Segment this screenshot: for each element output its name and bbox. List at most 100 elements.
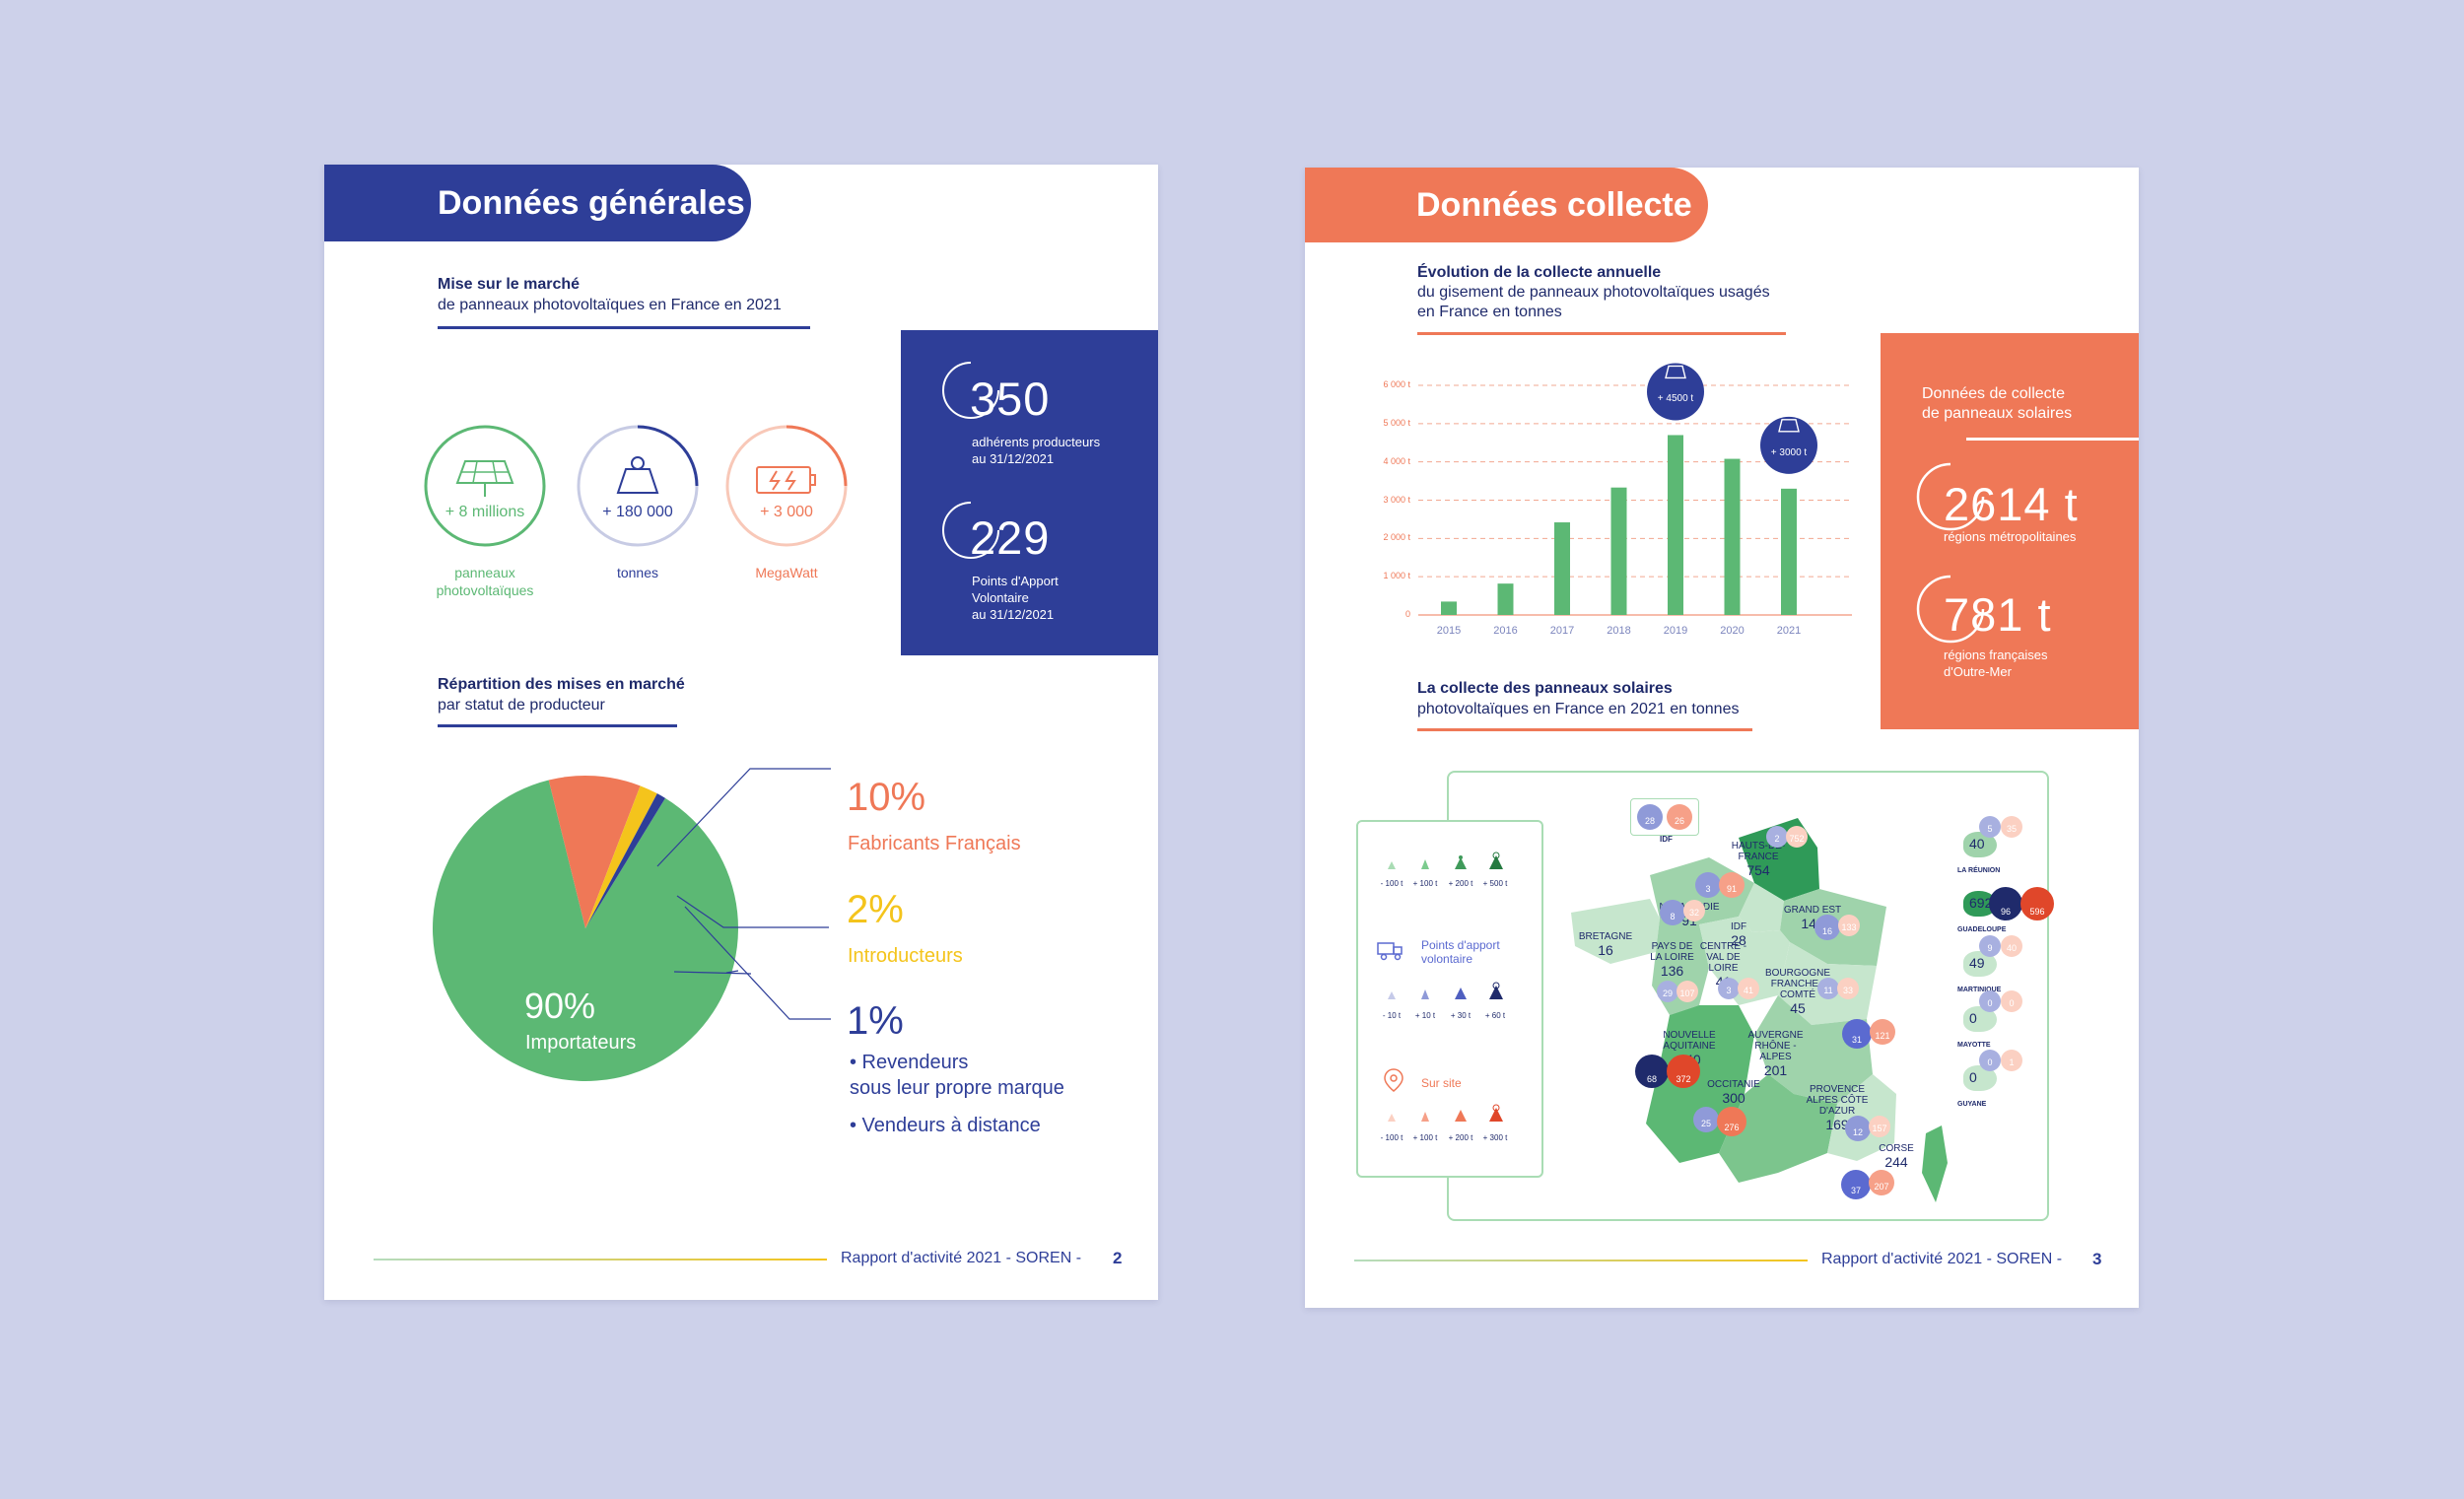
leader-line-fabricants (656, 768, 831, 867)
heading-underline (438, 724, 677, 727)
collecte-heading: La collecte des panneaux solaires photov… (1417, 678, 1851, 719)
overseas-name: GUYANE (1957, 1101, 1987, 1108)
label-revendeurs: • Revendeurs sous leur propre marque (850, 1050, 1064, 1101)
region-label-paca: PROVENCE ALPES CÔTE D'AZUR 169 (1803, 1084, 1872, 1132)
pav-bubble: 3 (1695, 872, 1721, 898)
solar-label: panneaux photovoltaïques (413, 564, 557, 599)
region-value: 169 (1825, 1117, 1849, 1132)
weight-label: tonnes (616, 565, 659, 580)
battery-label: MegaWatt (755, 565, 818, 580)
overseas-value: 0 (1969, 1010, 1977, 1026)
region-name: BOURGOGNE FRANCHE - COMTÉ (1764, 968, 1831, 1000)
region-occitanie (1719, 1074, 1837, 1183)
pav-bubble: 31 (1842, 1019, 1872, 1049)
overseas-name: MAYOTTE (1957, 1042, 1991, 1049)
truck-icon (1377, 942, 1403, 961)
adherents-text: adhérents producteurs au 31/12/2021 (972, 434, 1100, 467)
legend-site-3: + 200 t (1448, 1133, 1473, 1142)
box-heading: Données de collecte de panneaux solaires (1922, 384, 2072, 424)
legend-pav-title: Points d'apport volontaire (1421, 938, 1500, 966)
weight-icon (1778, 419, 1800, 433)
y-tick-label: 1 000 t (1383, 571, 1410, 581)
region-value: 28 (1731, 932, 1746, 948)
region-auvergne (1754, 995, 1873, 1104)
legend-site-4: + 300 t (1482, 1133, 1508, 1142)
overseas-value: 692 (1969, 895, 1993, 911)
heading-underline (438, 326, 810, 329)
battery-circle (725, 425, 848, 547)
overseas-pav-bubble: 9 (1979, 935, 2001, 957)
bar-chart: 0 1 000 t 2 000 t 3 000 t 4 000 t 5 000 t 6 00… (1305, 168, 2139, 660)
adherents-box: 350 adhérents producteurs au 31/12/2021 … (901, 330, 1158, 655)
region-name: BRETAGNE (1578, 931, 1633, 942)
annotation-label: + 3000 t (1770, 446, 1808, 458)
pav-bubble: 68 (1635, 1055, 1669, 1088)
y-tick-label: 2 000 t (1383, 532, 1410, 543)
footer-line (1354, 1260, 1808, 1261)
outremer-number: 781 t (1944, 588, 2052, 641)
stat-arc-icon (1916, 462, 1985, 531)
bar-2018 (1610, 487, 1627, 615)
legend-site-2: + 100 t (1412, 1133, 1438, 1142)
pav-bubble: 11 (1817, 978, 1839, 999)
x-tick-label: 2016 (1493, 625, 1518, 637)
legend-site-title: Sur site (1421, 1076, 1462, 1090)
overseas-site-bubble: 1 (2001, 1050, 2022, 1071)
heading-underline (1417, 728, 1752, 731)
bar-2015 (1441, 601, 1457, 615)
location-pin-icon (1384, 1068, 1403, 1092)
market-heading-light: de panneaux photovoltaïques en France en… (438, 297, 782, 313)
overseas-pav-bubble: 0 (1979, 1050, 2001, 1071)
collecte-box: Données de collecte de panneaux solaires… (1881, 333, 2139, 729)
pie-slice-fabricants (548, 775, 641, 928)
pav-bubble: 2 (1766, 826, 1788, 848)
region-value: 16 (1598, 942, 1613, 958)
weight-value: + 180 000 (602, 504, 673, 520)
solar-label-line2: photovoltaïques (436, 582, 534, 598)
annotation-bubble (1760, 416, 1817, 474)
bullet-revendeurs: • Revendeurs (850, 1052, 969, 1073)
pav-line2: Volontaire (972, 590, 1029, 605)
region-name: OCCITANIE (1707, 1079, 1760, 1090)
y-tick-label: 3 000 t (1383, 494, 1410, 505)
region-name: AUVERGNE RHÔNE - ALPES (1747, 1030, 1804, 1062)
evolution-heading-light2: en France en tonnes (1417, 304, 1562, 320)
overseas-value: 49 (1969, 955, 1985, 971)
battery-value: + 3 000 (760, 504, 813, 520)
idf-site-bubble: 26 (1667, 804, 1692, 830)
pct-revendeurs: 1% (847, 999, 904, 1043)
stat-arc-icon (1916, 575, 1985, 644)
page-title: Données collecte (1305, 168, 1708, 242)
page-title: Données générales (324, 165, 751, 241)
stat-arc-icon (942, 362, 999, 419)
legend-site-1: - 100 t (1380, 1133, 1403, 1142)
site-bubble: 207 (1869, 1170, 1894, 1195)
heading-underline (1417, 332, 1786, 335)
region-name: PROVENCE ALPES CÔTE D'AZUR (1806, 1084, 1869, 1117)
leader-line (725, 970, 739, 974)
adherents-line2: au 31/12/2021 (972, 451, 1055, 466)
region-bretagne (1571, 899, 1660, 964)
bar-2017 (1554, 522, 1570, 615)
site-bubble: 752 (1786, 826, 1808, 848)
region-label-hdf: HAUTS-DE-FRANCE 754 (1724, 841, 1793, 878)
evolution-heading-strong: Évolution de la collecte annuelle (1417, 264, 1662, 281)
region-value: 201 (1763, 1062, 1788, 1078)
solar-label-line1: panneaux (454, 565, 515, 580)
site-bubble: 276 (1717, 1107, 1746, 1136)
region-label-pdl: PAYS DE LA LOIRE 136 (1645, 941, 1699, 979)
site-legend-icons (1388, 1104, 1503, 1122)
leader-line (673, 971, 752, 975)
pav-text: Points d'Apport Volontaire au 31/12/2021 (972, 573, 1059, 623)
site-bubble: 32 (1683, 900, 1705, 921)
pie-chart (432, 768, 831, 1081)
evolution-heading: Évolution de la collecte annuelle du gis… (1417, 263, 1851, 322)
y-tick-label: 4 000 t (1383, 455, 1410, 466)
site-bubble: 121 (1870, 1019, 1895, 1045)
region-name: GRAND EST (1783, 905, 1842, 916)
overseas-site-bubble: 0 (2001, 990, 2022, 1012)
legend-pav-4: + 60 t (1484, 1011, 1506, 1020)
site-bubble: 372 (1667, 1055, 1700, 1088)
collecte-heading-strong: La collecte des panneaux solaires (1417, 680, 1673, 697)
idf-pav-bubble: 28 (1637, 804, 1663, 830)
